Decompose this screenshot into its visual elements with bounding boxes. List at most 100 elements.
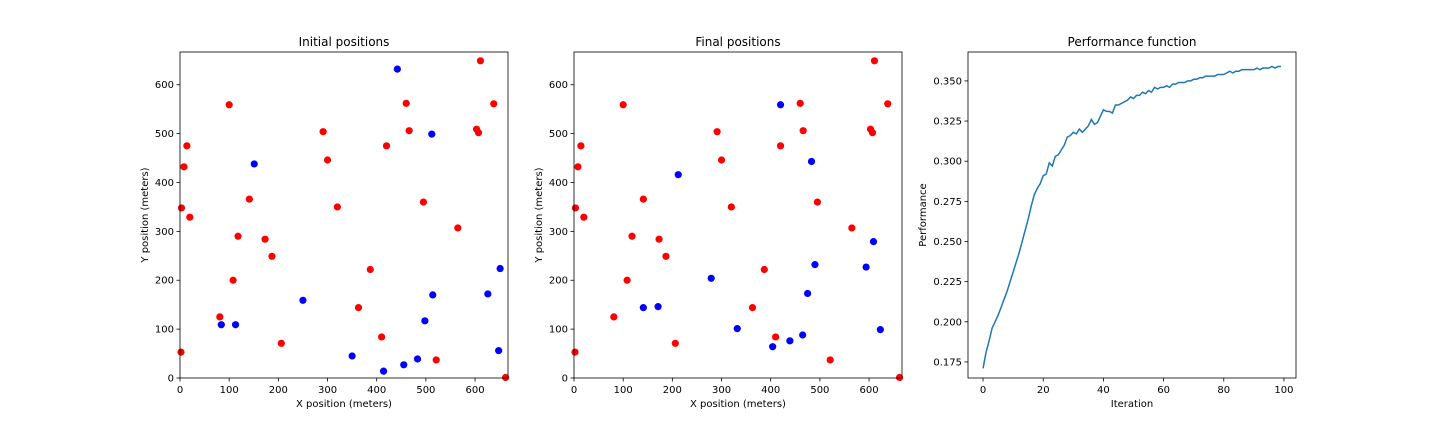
scatter-point [671, 339, 679, 347]
scatter-point [654, 303, 662, 311]
scatter-point [421, 317, 429, 325]
scatter-point [405, 127, 413, 135]
scatter-point [776, 101, 785, 109]
scatter-point [393, 65, 401, 73]
x-tick-label: 100 [1274, 385, 1293, 396]
y-tick-label: 200 [549, 276, 568, 287]
scatter-point [571, 204, 580, 212]
scatter-point [379, 367, 388, 375]
scatter-point [180, 163, 188, 171]
scatter-point [319, 128, 327, 136]
x-tick-label: 0 [177, 385, 183, 396]
y-tick-label: 300 [155, 227, 174, 238]
scatter-point [234, 232, 242, 240]
y-tick-label: 200 [155, 276, 174, 287]
scatter-point [760, 265, 768, 274]
scatter-point [250, 160, 258, 168]
y-axis-label: Y position (meters) [534, 167, 545, 263]
chart-title: Performance function [1068, 35, 1197, 49]
x-tick-label: 500 [810, 385, 829, 396]
x-tick-label: 500 [416, 385, 435, 396]
y-tick-label: 0.300 [933, 157, 962, 168]
scatter-point [496, 264, 504, 273]
scatter-point [811, 261, 819, 269]
scatter-point [432, 356, 440, 364]
scatter-point [803, 289, 812, 298]
scatter-point [876, 326, 884, 334]
scatter-point [382, 142, 391, 150]
x-tick-label: 600 [860, 385, 879, 396]
y-tick-label: 0 [168, 374, 174, 385]
x-tick-label: 400 [367, 385, 386, 396]
scatter-point [639, 195, 647, 203]
scatter-point [476, 57, 485, 65]
scatter-point [895, 373, 904, 382]
x-tick-label: 100 [614, 385, 633, 396]
x-tick-label: 200 [663, 385, 682, 396]
chart-title: Initial positions [299, 35, 390, 49]
scatter-point [402, 99, 410, 107]
y-tick-label: 400 [155, 178, 174, 189]
y-tick-label: 0.325 [933, 117, 962, 128]
scatter-point [571, 348, 579, 356]
scatter-point [868, 129, 877, 137]
scatter-point [474, 129, 483, 137]
scatter-point [400, 361, 408, 369]
scatter-point [333, 203, 341, 211]
scatter-point [495, 347, 503, 355]
axes-frame [573, 51, 903, 379]
y-axis-label: Performance [918, 183, 929, 246]
scatter-point [419, 198, 428, 206]
scatter-point [229, 276, 237, 284]
scatter-point [884, 100, 892, 108]
y-tick-label: 300 [549, 227, 568, 238]
x-tick-label: 300 [712, 385, 731, 396]
scatter-point [323, 156, 332, 164]
y-tick-label: 0.225 [933, 277, 962, 288]
axes-frame [179, 51, 509, 379]
scatter-point [707, 274, 715, 282]
scatter-point [862, 263, 870, 271]
scatter-point [245, 195, 253, 203]
x-tick-label: 40 [1097, 385, 1110, 396]
scatter-point [796, 99, 804, 107]
x-tick-label: 300 [318, 385, 337, 396]
scatter-point [623, 276, 631, 284]
x-tick-label: 600 [466, 385, 485, 396]
y-tick-label: 0.200 [933, 317, 962, 328]
scatter-point [848, 224, 856, 232]
scatter-point [299, 296, 307, 304]
x-axis-label: X position (meters) [296, 399, 392, 410]
scatter-point [177, 348, 185, 356]
y-tick-label: 400 [549, 178, 568, 189]
y-axis-label: Y position (meters) [140, 167, 151, 263]
scatter-point [225, 101, 233, 109]
scatter-point [348, 352, 356, 360]
scatter-point [655, 235, 663, 243]
x-tick-label: 80 [1217, 385, 1230, 396]
scatter-point [574, 163, 582, 171]
scatter-point [501, 373, 510, 382]
scatter-point [799, 127, 807, 135]
performance-line [982, 65, 1281, 369]
scatter-point [772, 333, 780, 341]
y-tick-label: 600 [155, 80, 174, 91]
scatter-point [577, 142, 585, 150]
chart-title: Final positions [695, 35, 780, 49]
x-tick-label: 400 [761, 385, 780, 396]
scatter-point [429, 291, 437, 299]
x-tick-label: 60 [1157, 385, 1170, 396]
scatter-point [717, 156, 726, 164]
x-tick-label: 100 [220, 385, 239, 396]
y-tick-label: 0.250 [933, 237, 962, 248]
scatter-point [413, 355, 422, 363]
axes-frame [967, 51, 1297, 379]
chart-panel-2: Final positions 0 100 200 300 400 500 600 0 100 20… [534, 35, 904, 410]
scatter-point [217, 321, 225, 329]
y-tick-label: 500 [549, 129, 568, 140]
chart-panel-1: Initial positions 0 100 200 300 400 500 600 0 100… [140, 35, 510, 410]
y-tick-label: 0.175 [933, 357, 962, 368]
scatter-point [869, 238, 878, 246]
y-tick-label: 600 [549, 80, 568, 91]
